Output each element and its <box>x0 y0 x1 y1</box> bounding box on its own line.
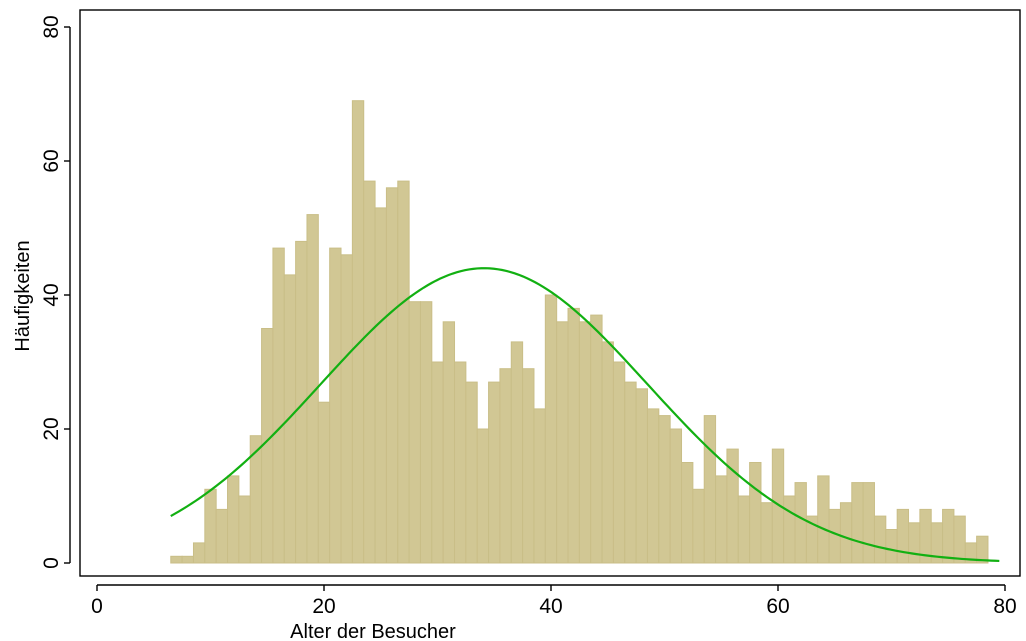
histogram-bar <box>488 381 501 564</box>
histogram-bar <box>272 247 285 564</box>
histogram-bar <box>397 180 410 564</box>
histogram-bar <box>590 314 603 564</box>
histogram-bar <box>953 515 966 564</box>
histogram-bar <box>215 508 229 564</box>
histogram-bars <box>170 100 989 564</box>
histogram-bar <box>669 428 683 564</box>
histogram-bar <box>658 415 671 564</box>
histogram-bar <box>238 495 251 564</box>
histogram-bar <box>862 482 875 564</box>
histogram-bar <box>794 482 807 564</box>
histogram-bar <box>329 247 342 564</box>
histogram-bar <box>896 508 910 564</box>
histogram-bar <box>601 341 614 564</box>
histogram-bar <box>385 187 399 564</box>
histogram-bar <box>681 462 694 564</box>
histogram-bar <box>635 388 648 564</box>
histogram-bar <box>465 381 478 564</box>
x-tick-label: 0 <box>91 595 103 618</box>
histogram-bar <box>374 207 387 564</box>
histogram-bar <box>828 508 841 564</box>
histogram-bar <box>283 274 297 564</box>
histogram-bar <box>567 307 580 564</box>
histogram-bar <box>556 321 569 564</box>
histogram-bar <box>646 408 660 564</box>
y-tick-label: 0 <box>40 557 63 569</box>
histogram-bar <box>692 488 705 564</box>
histogram-bar <box>408 301 421 564</box>
histogram-bar <box>578 321 592 564</box>
histogram-bar <box>522 368 535 564</box>
histogram-bar <box>340 254 353 564</box>
histogram-bar <box>476 428 490 564</box>
histogram-bar <box>873 515 887 564</box>
y-tick-label: 80 <box>40 15 63 38</box>
histogram-bar <box>976 535 989 564</box>
histogram-bar <box>760 502 773 564</box>
histogram-bar <box>544 294 558 564</box>
histogram-bar <box>454 361 467 564</box>
x-tick-label: 40 <box>539 595 562 618</box>
histogram-bar <box>817 475 830 564</box>
normal-density-curve <box>170 267 1000 563</box>
histogram-bar <box>839 502 853 564</box>
x-tick-label: 80 <box>993 595 1016 618</box>
histogram-bar <box>351 100 365 564</box>
y-axis-title: Häufigkeiten <box>12 240 34 351</box>
histogram-bar <box>942 508 955 564</box>
histogram-bar <box>181 555 194 564</box>
histogram-bar <box>442 321 456 564</box>
y-axis: 0 20 40 60 80 <box>40 15 71 569</box>
histogram-bar <box>624 381 637 564</box>
histogram-bar <box>885 529 898 564</box>
x-axis: 0 20 40 60 80 <box>91 584 1017 618</box>
y-tick-label: 60 <box>40 149 63 172</box>
plot-frame <box>79 9 1021 577</box>
histogram-bar <box>204 488 217 564</box>
histogram-bar <box>170 555 183 564</box>
histogram-bar <box>749 462 762 564</box>
histogram-bar <box>499 368 512 564</box>
y-tick-label: 40 <box>40 283 63 306</box>
histogram-bar <box>510 341 524 564</box>
histogram-bar <box>317 401 331 564</box>
histogram-bar <box>533 408 546 564</box>
x-tick-label: 60 <box>766 595 789 618</box>
histogram-bar <box>306 214 319 564</box>
histogram-bar <box>419 301 433 564</box>
histogram-bar <box>431 361 444 564</box>
histogram-bar <box>703 415 717 564</box>
histogram-bar <box>908 522 921 564</box>
histogram-bar <box>851 482 864 564</box>
histogram-bar <box>192 542 206 564</box>
histogram-bar <box>612 361 626 564</box>
histogram-bar <box>227 475 240 564</box>
histogram-bar <box>715 475 728 564</box>
x-tick-label: 20 <box>312 595 335 618</box>
x-axis-title: Alter der Besucher <box>290 621 456 641</box>
histogram-bar <box>783 495 796 564</box>
histogram-bar <box>737 495 751 564</box>
histogram-bar <box>363 180 376 564</box>
y-tick-label: 20 <box>40 417 63 440</box>
